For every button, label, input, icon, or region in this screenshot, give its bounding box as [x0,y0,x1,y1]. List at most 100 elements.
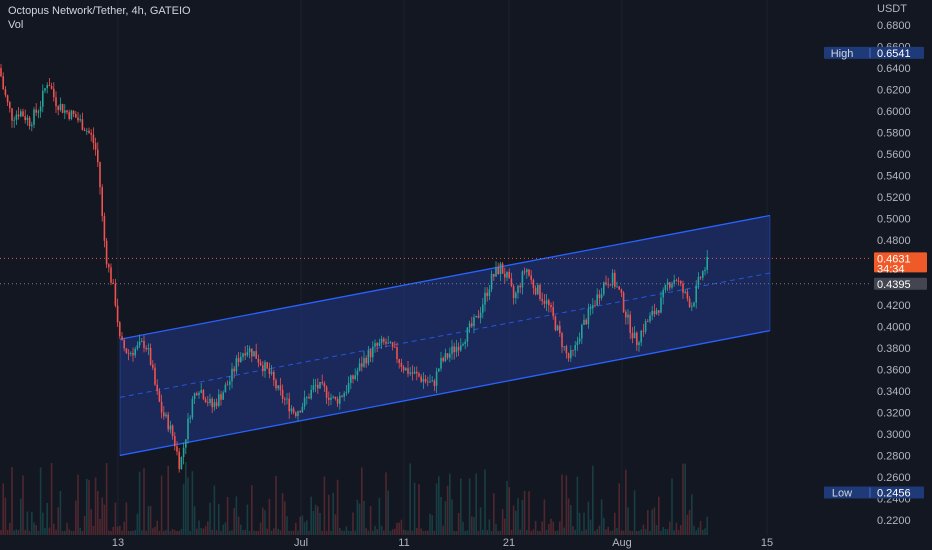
candle-body [176,446,178,452]
candle-body [490,273,493,290]
volume-bar [143,468,145,535]
candle-body [451,346,453,354]
candle-body [629,314,631,333]
candle-body [495,267,497,277]
candle-body [554,316,557,331]
candle-body [350,375,352,384]
candle-body [504,273,506,278]
volume-bar [235,496,238,535]
volume-bar [284,501,286,535]
volume-bar [229,530,231,535]
volume-bar [526,530,528,535]
volume-bar [697,527,700,535]
price-tick-label: 0.4000 [877,321,911,333]
volume-bar [310,496,312,535]
channel-lower-line[interactable] [119,329,771,457]
volume-bar [433,530,436,535]
symbol-title[interactable]: Octopus Network/Tether, 4h, GATEIO [8,5,191,17]
volume-bar [363,500,365,535]
candle-body [567,353,570,359]
volume-bar [402,529,405,535]
candle-body [499,263,502,274]
volume-bar [684,463,686,535]
volume-bar [207,521,209,535]
volume-bar [248,530,251,535]
volume-bar [702,529,704,535]
candle-body [691,306,693,308]
volume-bar [134,530,136,535]
candle-body [396,347,398,360]
volume-bar [24,530,26,535]
candle-body [312,385,315,390]
volume-bar [587,501,590,535]
candle-body [671,283,673,288]
volume-bar [9,522,11,535]
volume-bar [534,520,537,535]
candle-body [442,358,444,362]
candle-body [138,341,141,346]
candle-body [618,286,620,290]
volume-bar [675,522,678,535]
volume-bar [688,510,691,535]
volume-bar [647,510,649,535]
candle-body [572,350,574,351]
volume-label[interactable]: Vol [8,19,24,31]
candle-body [508,271,510,279]
volume-bar [680,525,682,535]
volume-bar [420,528,422,535]
candle-body [108,264,110,268]
volume-bar [323,476,326,535]
volume-bar [552,521,554,535]
candle-body [616,286,618,288]
volume-bar [471,516,473,535]
volume-bar [625,469,627,535]
candle-body [561,333,563,348]
volume-bar [103,504,106,535]
volume-bar [336,479,339,535]
candle-body [680,281,682,284]
volume-bar [644,529,647,535]
volume-bar [671,478,673,535]
volume-bar [378,497,381,535]
candle-body [444,353,447,362]
candle-body [189,417,191,419]
candle-body [341,395,343,397]
volume-bar [301,515,304,535]
volume-bar [176,530,178,535]
volume-bar [26,511,29,535]
candle-body [125,348,128,354]
candle-body [257,358,260,363]
volume-bar [83,515,86,535]
volume-bar [376,529,378,535]
volume-bar [121,530,123,535]
candle-body [684,291,686,293]
candle-body [552,307,554,317]
volume-bar [112,526,114,535]
candle-body [158,390,161,402]
candle-body [134,348,136,356]
volume-bar [517,498,519,535]
volume-bar [455,530,458,535]
candle-body [475,315,477,318]
volume-bar [317,506,319,535]
time-axis[interactable]: 13 Jul 11 21 Aug 15 [112,537,773,549]
volume-bar [466,530,469,535]
time-tick-label: 11 [398,537,409,549]
chart-legend: Octopus Network/Tether, 4h, GATEIO Vol [8,4,191,32]
volume-bar [11,467,13,535]
candle-body [438,368,440,372]
volume-bar [275,476,277,535]
volume-bar [358,503,361,535]
channel-upper-line[interactable] [119,214,771,340]
volume-bar [312,511,315,535]
candle-body [4,89,7,96]
candle-body [365,357,367,364]
volume-bar [4,497,7,535]
volume-bar [152,528,154,535]
volume-bar [411,530,414,535]
candle-body [231,368,233,382]
volume-bar [515,510,517,535]
candlestick-series [0,63,708,473]
candle-body [242,353,244,357]
